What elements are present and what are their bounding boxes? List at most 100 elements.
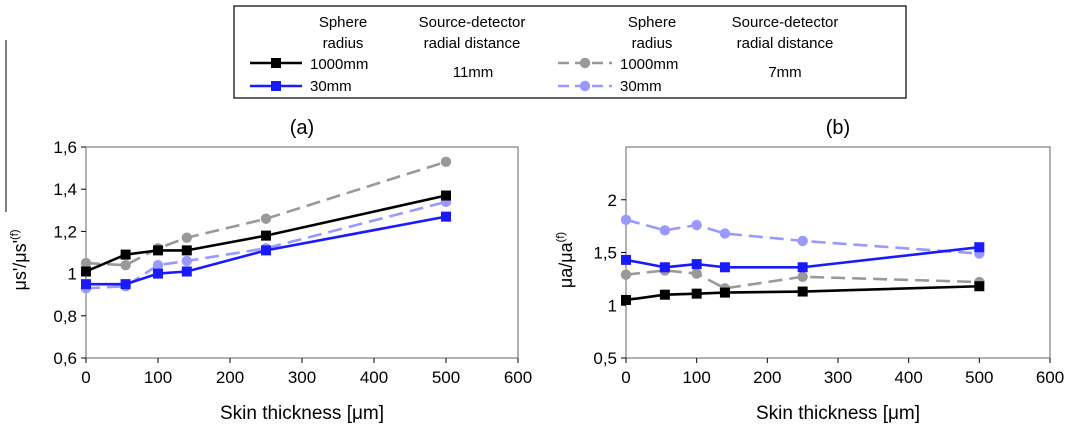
data-point-series-2: [120, 279, 131, 290]
panel-a-plot: 0,6 0,8 1 1,2 1,4 1,6 0 100 200 300 400 500 600: [53, 138, 532, 387]
legend-header-radius-1: Sphere: [319, 14, 367, 31]
series-line-4: [85, 200, 447, 290]
x-tick-label: 100: [144, 368, 172, 387]
data-point-series-2: [261, 245, 271, 256]
legend-entry-label-2: 30mm: [310, 78, 352, 95]
x-tick-label: 600: [504, 368, 532, 387]
y-tick-label: 1: [608, 296, 617, 315]
svg-text:μs'/μs'(f): μs'/μs'(f): [9, 229, 30, 290]
data-point-series-2: [691, 259, 702, 270]
data-point-series-4: [797, 235, 808, 247]
panel-b-xlabel: Skin thickness [μm]: [756, 403, 920, 424]
panel-b-ylabel: μa/μa(f): [555, 232, 576, 288]
series-line-2: [86, 215, 447, 286]
panel-b-plot: 0,5 1 1,5 2 0 100 200 300 400 500 600: [593, 146, 1064, 387]
panel-a-ylabel: μs'/μs'(f): [9, 229, 30, 290]
data-point-series-4: [620, 214, 632, 225]
series-line-2: [625, 245, 980, 269]
x-tick-label: 600: [1036, 368, 1064, 387]
data-point-series-2: [81, 279, 91, 290]
data-point-series-1: [659, 289, 670, 300]
y-tick-label: 2: [608, 191, 617, 210]
data-point-series-4: [659, 225, 671, 236]
data-point-series-1: [719, 287, 730, 298]
panel-b-ylabel-main: μa/μa: [556, 241, 576, 288]
y-tick-label: 1: [68, 265, 77, 284]
data-point-series-2: [974, 242, 985, 253]
y-tick-label: 1,6: [53, 138, 77, 157]
data-point-series-3: [260, 213, 272, 224]
data-point-series-2: [797, 262, 808, 273]
legend-entry-label-3: 1000mm: [620, 56, 678, 73]
y-tick-label: 1,5: [593, 244, 617, 263]
legend-entry-label-1: 1000mm: [310, 56, 368, 73]
legend-group1-distance: 11mm: [453, 64, 494, 81]
data-point-series-2: [659, 262, 670, 273]
y-tick-label: 1,4: [53, 180, 77, 199]
legend-frame: [233, 5, 907, 99]
data-point-series-1: [797, 286, 808, 297]
data-point-series-1: [120, 249, 131, 260]
data-point-series-1: [974, 281, 985, 292]
x-tick-label: 400: [894, 368, 922, 387]
legend-header-distance-2: radial distance: [424, 35, 521, 52]
data-point-series-1: [441, 190, 451, 201]
panel-a-ylabel-sup: (f): [9, 229, 21, 239]
data-point-series-4: [719, 228, 731, 239]
legend-sample-marker-3: [579, 57, 591, 69]
legend-sample-marker-4: [579, 80, 591, 92]
legend-header-distance-4: radial distance: [737, 35, 834, 52]
data-point-series-1: [181, 245, 192, 256]
data-point-series-4: [181, 255, 192, 267]
data-point-series-2: [719, 262, 730, 273]
x-tick-label: 300: [824, 368, 852, 387]
panel-b-ylabel-sup: (f): [555, 232, 567, 242]
legend-header-radius-4: radius: [632, 35, 673, 52]
y-tick-label: 0,8: [53, 307, 77, 326]
series-line-4: [625, 218, 980, 255]
data-point-series-3: [181, 232, 192, 243]
svg-text:μa/μa(f): μa/μa(f): [555, 232, 576, 288]
x-tick-label: 200: [216, 368, 244, 387]
data-point-series-3: [620, 269, 632, 280]
legend-entry-label-4: 30mm: [620, 78, 662, 95]
plot-area-frame: [625, 146, 1051, 359]
series-line-1: [625, 284, 980, 302]
x-tick-label: 400: [360, 368, 388, 387]
data-point-series-2: [621, 254, 631, 265]
legend-sample-marker-2: [271, 81, 281, 91]
x-tick-label: 500: [432, 368, 460, 387]
panel-a-ylabel-main: μs'/μs': [10, 240, 30, 291]
legend: Sphere radius Source-detector radial dis…: [233, 5, 907, 99]
legend-sample-marker-1: [271, 58, 281, 68]
y-tick-label: 0,5: [593, 349, 617, 368]
data-point-series-3: [440, 156, 452, 167]
data-point-series-1: [261, 230, 271, 241]
data-point-series-3: [691, 268, 702, 279]
series-line-1: [85, 194, 447, 273]
data-point-series-3: [120, 259, 131, 271]
x-tick-label: 500: [965, 368, 993, 387]
x-tick-label: 0: [621, 368, 630, 387]
legend-header-distance-1: Source-detector: [419, 14, 526, 31]
data-point-series-4: [691, 219, 702, 231]
legend-header-distance-3: Source-detector: [732, 14, 839, 31]
x-tick-label: 200: [753, 368, 781, 387]
x-tick-label: 100: [682, 368, 710, 387]
data-point-series-3: [80, 257, 92, 269]
data-point-series-1: [621, 294, 631, 305]
legend-header-radius-2: radius: [323, 35, 364, 52]
data-point-series-3: [797, 271, 808, 282]
panel-label-b: (b): [826, 117, 850, 139]
data-point-series-1: [81, 266, 91, 277]
x-tick-label: 300: [288, 368, 316, 387]
data-point-series-1: [153, 245, 163, 256]
series-line-3: [85, 160, 447, 267]
y-tick-label: 1,2: [53, 222, 77, 241]
data-point-series-1: [691, 288, 702, 299]
series-line-3: [625, 269, 980, 290]
data-point-series-2: [153, 268, 163, 279]
x-tick-label: 0: [81, 368, 90, 387]
panel-label-a: (a): [290, 117, 314, 139]
